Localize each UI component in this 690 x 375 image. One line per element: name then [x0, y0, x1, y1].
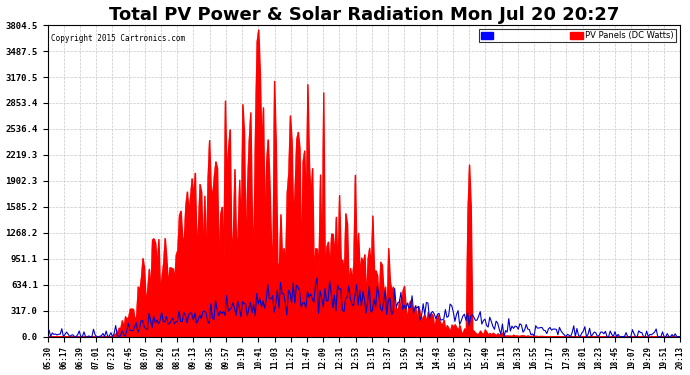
Legend: Radiation (w/m2), PV Panels (DC Watts): Radiation (w/m2), PV Panels (DC Watts): [479, 29, 676, 42]
Title: Total PV Power & Solar Radiation Mon Jul 20 20:27: Total PV Power & Solar Radiation Mon Jul…: [108, 6, 619, 24]
Text: Copyright 2015 Cartronics.com: Copyright 2015 Cartronics.com: [50, 34, 185, 44]
